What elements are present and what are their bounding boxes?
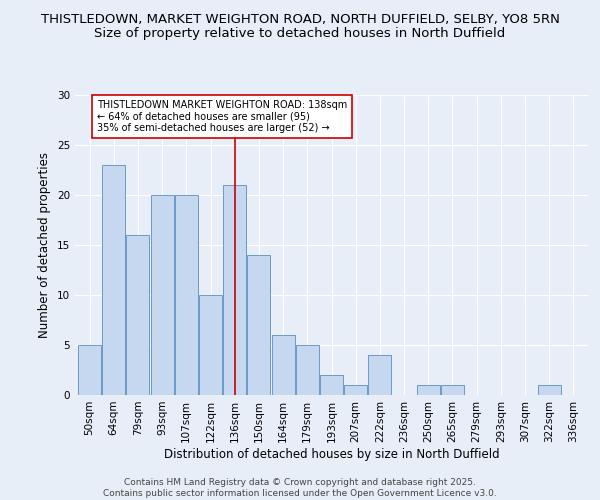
- Bar: [78, 345, 101, 395]
- Text: THISTLEDOWN MARKET WEIGHTON ROAD: 138sqm
← 64% of detached houses are smaller (9: THISTLEDOWN MARKET WEIGHTON ROAD: 138sqm…: [97, 100, 347, 133]
- Bar: [320, 375, 343, 395]
- Bar: [102, 165, 125, 395]
- X-axis label: Distribution of detached houses by size in North Duffield: Distribution of detached houses by size …: [164, 448, 499, 460]
- Bar: [441, 385, 464, 395]
- Text: THISTLEDOWN, MARKET WEIGHTON ROAD, NORTH DUFFIELD, SELBY, YO8 5RN: THISTLEDOWN, MARKET WEIGHTON ROAD, NORTH…: [41, 12, 559, 26]
- Bar: [175, 195, 198, 395]
- Text: Size of property relative to detached houses in North Duffield: Size of property relative to detached ho…: [94, 28, 506, 40]
- Bar: [199, 295, 222, 395]
- Text: Contains HM Land Registry data © Crown copyright and database right 2025.
Contai: Contains HM Land Registry data © Crown c…: [103, 478, 497, 498]
- Bar: [538, 385, 561, 395]
- Bar: [296, 345, 319, 395]
- Bar: [151, 195, 173, 395]
- Bar: [127, 235, 149, 395]
- Y-axis label: Number of detached properties: Number of detached properties: [38, 152, 52, 338]
- Bar: [368, 355, 391, 395]
- Bar: [247, 255, 271, 395]
- Bar: [344, 385, 367, 395]
- Bar: [272, 335, 295, 395]
- Bar: [223, 185, 246, 395]
- Bar: [417, 385, 440, 395]
